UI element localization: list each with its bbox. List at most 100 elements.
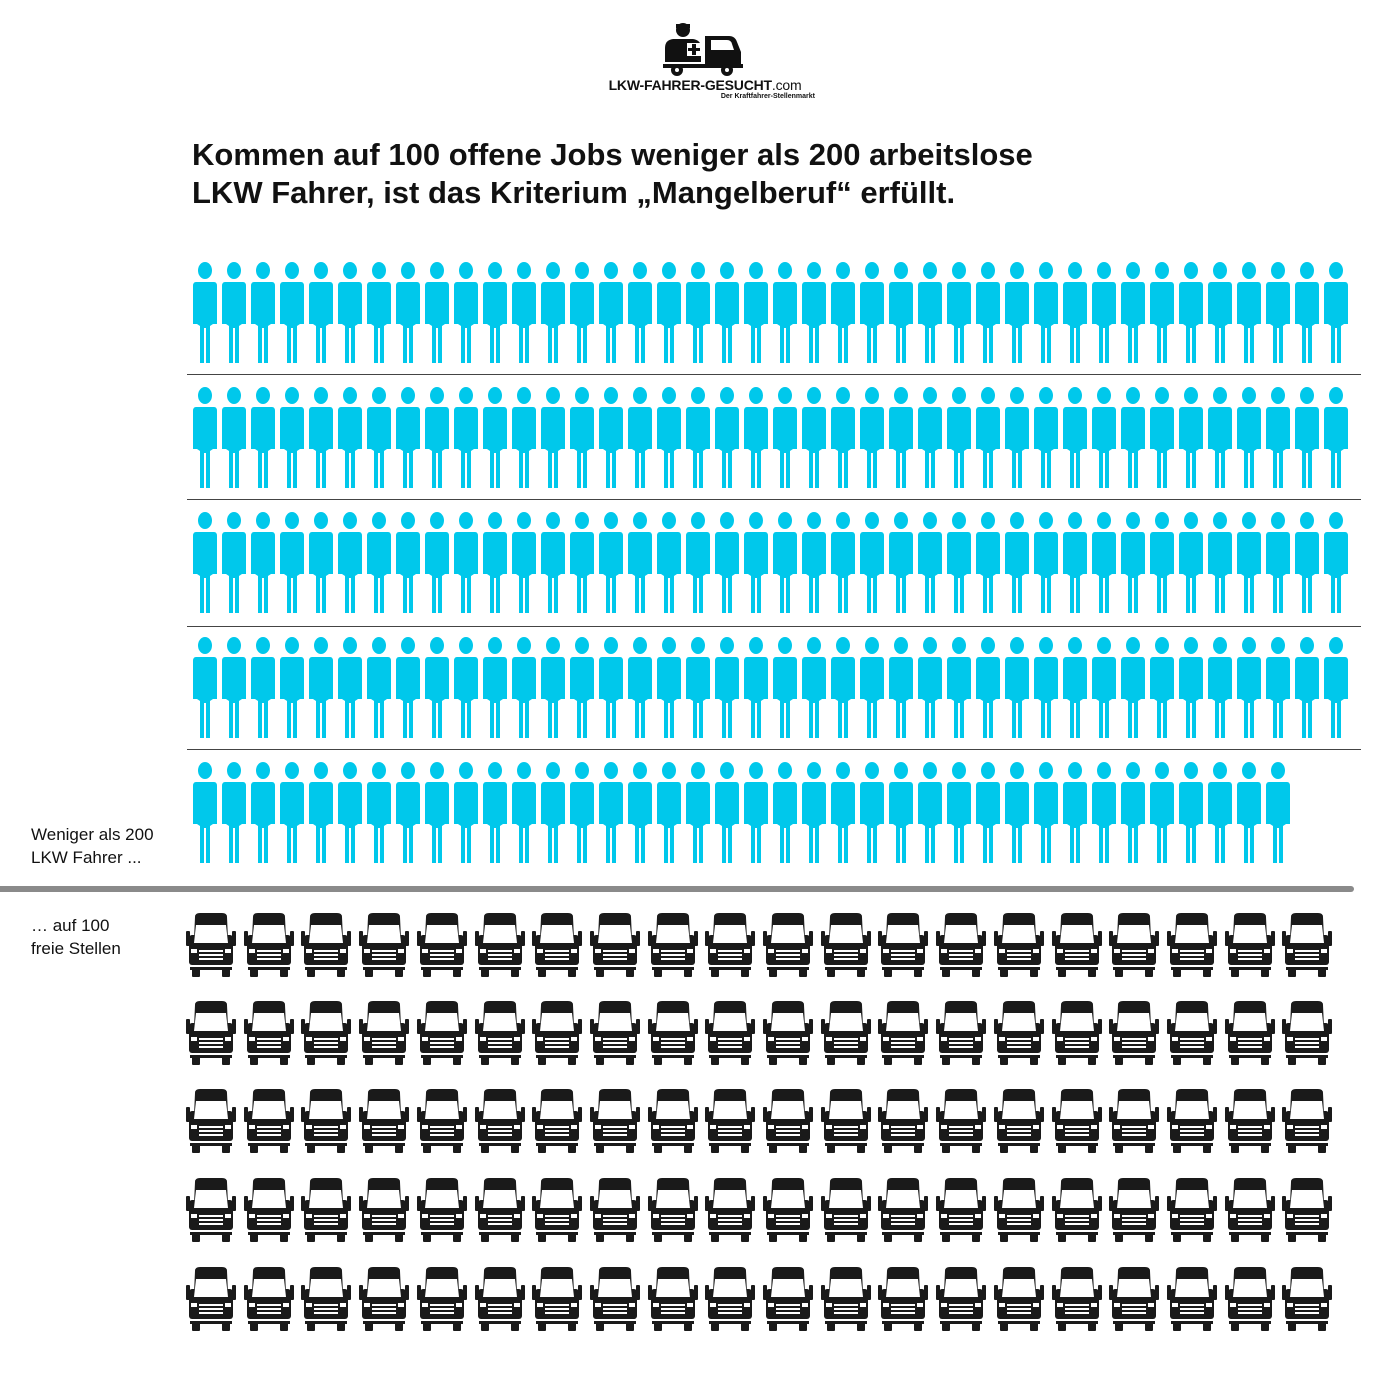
person-icon [715,387,739,489]
person-icon [280,262,304,364]
truck-icon [878,1088,928,1153]
person-icon [1034,637,1058,739]
person-icon [454,762,478,864]
truck-icon [878,1000,928,1065]
person-icon [889,262,913,364]
truck-icon [301,1266,351,1331]
truck-icon [301,1177,351,1242]
person-icon [802,637,826,739]
truck-icon [648,912,698,977]
person-icon [222,262,246,364]
person-icon [860,262,884,364]
person-icon [976,512,1000,614]
person-icon [483,762,507,864]
truck-icon [1167,1088,1217,1153]
person-icon [628,762,652,864]
logo-name: LKW-FAHRER-GESUCHT.com [608,77,802,93]
person-icon [947,762,971,864]
person-icon [773,262,797,364]
person-icon [1150,387,1174,489]
person-icon [1295,262,1319,364]
person-icon [744,637,768,739]
truck-icon [705,1266,755,1331]
person-icon [454,512,478,614]
person-icon [889,512,913,614]
person-icon [396,637,420,739]
person-icon [454,637,478,739]
truck-icon [1109,1088,1159,1153]
headline: Kommen auf 100 offene Jobs weniger als 2… [192,136,1292,212]
truck-icon [1282,1000,1332,1065]
person-icon [280,387,304,489]
person-icon [918,762,942,864]
person-icon [251,762,275,864]
truck-icon [1052,1177,1102,1242]
person-icon [1121,387,1145,489]
person-icon [976,262,1000,364]
person-icon [599,762,623,864]
person-icon [1063,637,1087,739]
person-icon [1295,387,1319,489]
truck-icon [359,1177,409,1242]
person-icon [1237,387,1261,489]
truck-icon [878,912,928,977]
person-icon [367,387,391,489]
person-icon [1237,762,1261,864]
person-icon [831,387,855,489]
person-icon [1092,262,1116,364]
truck-icon [1282,1177,1332,1242]
person-icon [1034,387,1058,489]
person-icon [541,262,565,364]
person-icon [686,262,710,364]
person-icon [483,262,507,364]
person-icon [715,762,739,864]
person-icon [483,387,507,489]
person-icon [918,387,942,489]
truck-icon [1167,1266,1217,1331]
truck-icon [417,1177,467,1242]
row-separator [187,499,1361,500]
person-icon [396,762,420,864]
truck-icon [648,1000,698,1065]
person-icon [889,762,913,864]
person-icon [396,387,420,489]
person-icon [599,387,623,489]
person-icon [889,387,913,489]
person-icon [1121,637,1145,739]
headline-line-1: Kommen auf 100 offene Jobs weniger als 2… [192,137,1033,172]
person-icon [251,637,275,739]
person-icon [773,637,797,739]
person-icon [628,262,652,364]
truck-icon [1225,1266,1275,1331]
person-icon [541,762,565,864]
truck-icon [705,1088,755,1153]
person-icon [367,637,391,739]
person-icon [918,512,942,614]
truck-icon [1225,912,1275,977]
truck-icon [590,1177,640,1242]
person-icon [512,262,536,364]
truck-icon [475,1088,525,1153]
person-icon [599,512,623,614]
person-icon [1324,637,1348,739]
truck-icon [1052,1000,1102,1065]
truck-icon [359,1266,409,1331]
person-icon [512,762,536,864]
person-icon [338,637,362,739]
person-icon [1150,262,1174,364]
truck-icon [821,1000,871,1065]
person-icon [1034,512,1058,614]
truck-icon [359,1088,409,1153]
truck-icon [821,1088,871,1153]
person-icon [222,512,246,614]
person-icon [976,762,1000,864]
person-icon [628,512,652,614]
person-icon [367,262,391,364]
truck-icon [1052,912,1102,977]
person-icon [599,637,623,739]
truck-icon [590,1266,640,1331]
truck-icon [994,912,1044,977]
person-icon [1063,387,1087,489]
truck-icon [532,1266,582,1331]
truck-icon [186,1000,236,1065]
